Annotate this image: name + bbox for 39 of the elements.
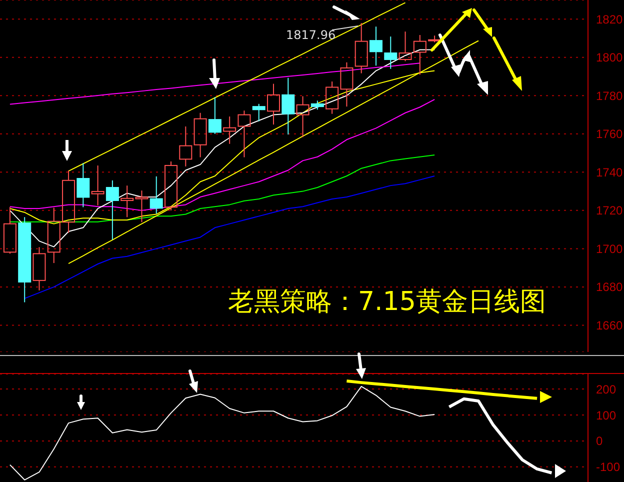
y-tick-label: 1660	[596, 318, 624, 332]
y-tick-label: 1740	[596, 165, 624, 180]
y-tick-label: 100	[596, 408, 616, 422]
y-tick-label: 1680	[596, 280, 624, 294]
line-series	[448, 397, 554, 474]
candlestick	[32, 246, 46, 291]
y-tick-label: 1760	[596, 127, 624, 142]
y-tick-label: 1800	[596, 50, 624, 65]
candlestick	[252, 103, 266, 122]
candlestick	[208, 96, 222, 134]
candlestick	[282, 77, 295, 135]
y-tick-label: 1820	[596, 12, 624, 26]
candlestick	[384, 36, 398, 70]
line-series	[9, 154, 436, 222]
candlestick	[238, 110, 251, 158]
candlestick	[150, 176, 163, 214]
line-series	[68, 2, 406, 172]
candlestick	[296, 96, 310, 138]
y-tick-label: 1700	[596, 242, 624, 256]
candlestick	[223, 116, 236, 144]
candlestick	[267, 83, 280, 126]
line-series	[345, 380, 539, 400]
y-tick-label: 1720	[596, 204, 624, 218]
text: 老黑策略：7.15黄金日线图	[228, 286, 546, 319]
line-series	[9, 98, 436, 211]
candlestick	[179, 126, 192, 167]
candlestick	[369, 26, 382, 66]
candlestick	[106, 180, 119, 240]
annotation: 1817.96	[286, 28, 336, 42]
line-series	[9, 62, 420, 105]
candlestick	[76, 162, 90, 208]
candlestick	[194, 112, 207, 158]
line-series	[9, 386, 436, 480]
y-tick-label: 0	[596, 434, 603, 448]
y-tick-label: 200	[596, 382, 616, 396]
y-tick-label: 1780	[596, 88, 624, 103]
y-tick-label: -100	[596, 460, 620, 474]
candlestick	[354, 22, 368, 74]
candlestick	[91, 164, 104, 206]
